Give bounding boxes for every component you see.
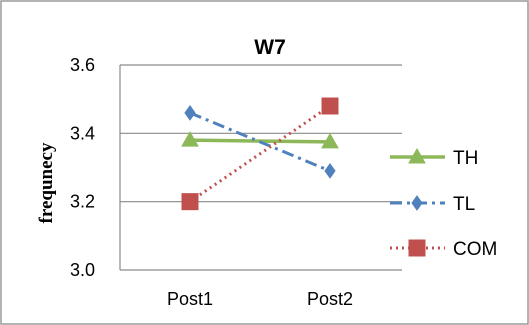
series-line-com [189, 104, 331, 203]
gridlines [120, 64, 402, 203]
data-point-com [321, 97, 339, 115]
legend-label-th: TH [453, 148, 478, 169]
legend-label-tl: TL [453, 194, 475, 215]
legend-label-com: COM [453, 239, 497, 260]
data-point-tl [184, 104, 196, 121]
data-point-com [181, 193, 199, 211]
chart-title: W7 [254, 36, 286, 59]
legend: TH TL COM [390, 147, 497, 260]
y-tick-label: 3.2 [70, 192, 95, 212]
series-layer [181, 97, 339, 211]
y-tick-label: 3.0 [70, 260, 95, 280]
data-point-th [181, 131, 199, 147]
y-axis-label: frequnecy [36, 142, 57, 223]
y-tick-label: 3.6 [70, 55, 95, 75]
axes: 3.0 3.2 3.4 3.6 Post1 Post2 [70, 55, 402, 309]
x-tick-label: Post1 [167, 289, 213, 309]
data-point-th [321, 132, 339, 149]
legend-marker-th [408, 147, 426, 164]
legend-marker-com [408, 239, 426, 257]
series-line-tl [189, 111, 331, 173]
y-tick-label: 3.4 [70, 123, 95, 143]
data-point-tl [324, 163, 336, 179]
x-tick-label: Post2 [307, 289, 353, 309]
legend-marker-tl [411, 195, 423, 211]
